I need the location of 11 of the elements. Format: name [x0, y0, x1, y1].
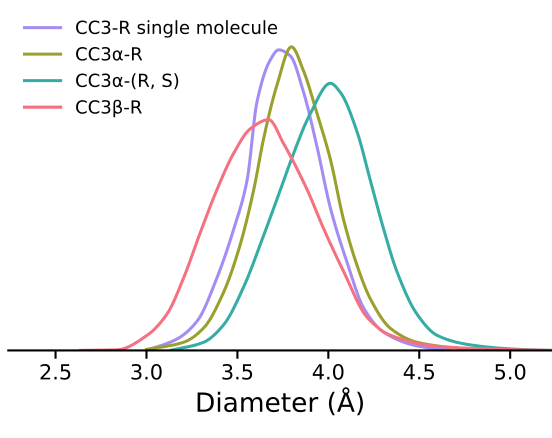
x-tick-label: 2.5 [40, 364, 70, 380]
x-tick-label: 3.5 [222, 364, 252, 380]
x-tick-label: 3.0 [132, 364, 162, 380]
x-tick-label: 5.0 [495, 364, 526, 380]
x-tick-label: 4.0 [312, 364, 344, 380]
legend-label: CC3β-R [76, 100, 142, 118]
x-tick-label: 4.5 [404, 364, 434, 380]
legend-label: CC3α-R [76, 47, 142, 61]
legend-label: CC3-R single molecule [76, 20, 278, 38]
legend-label: CC3α-(R, S) [76, 73, 178, 90]
x-axis-title: Diameter (Å) [198, 387, 363, 416]
